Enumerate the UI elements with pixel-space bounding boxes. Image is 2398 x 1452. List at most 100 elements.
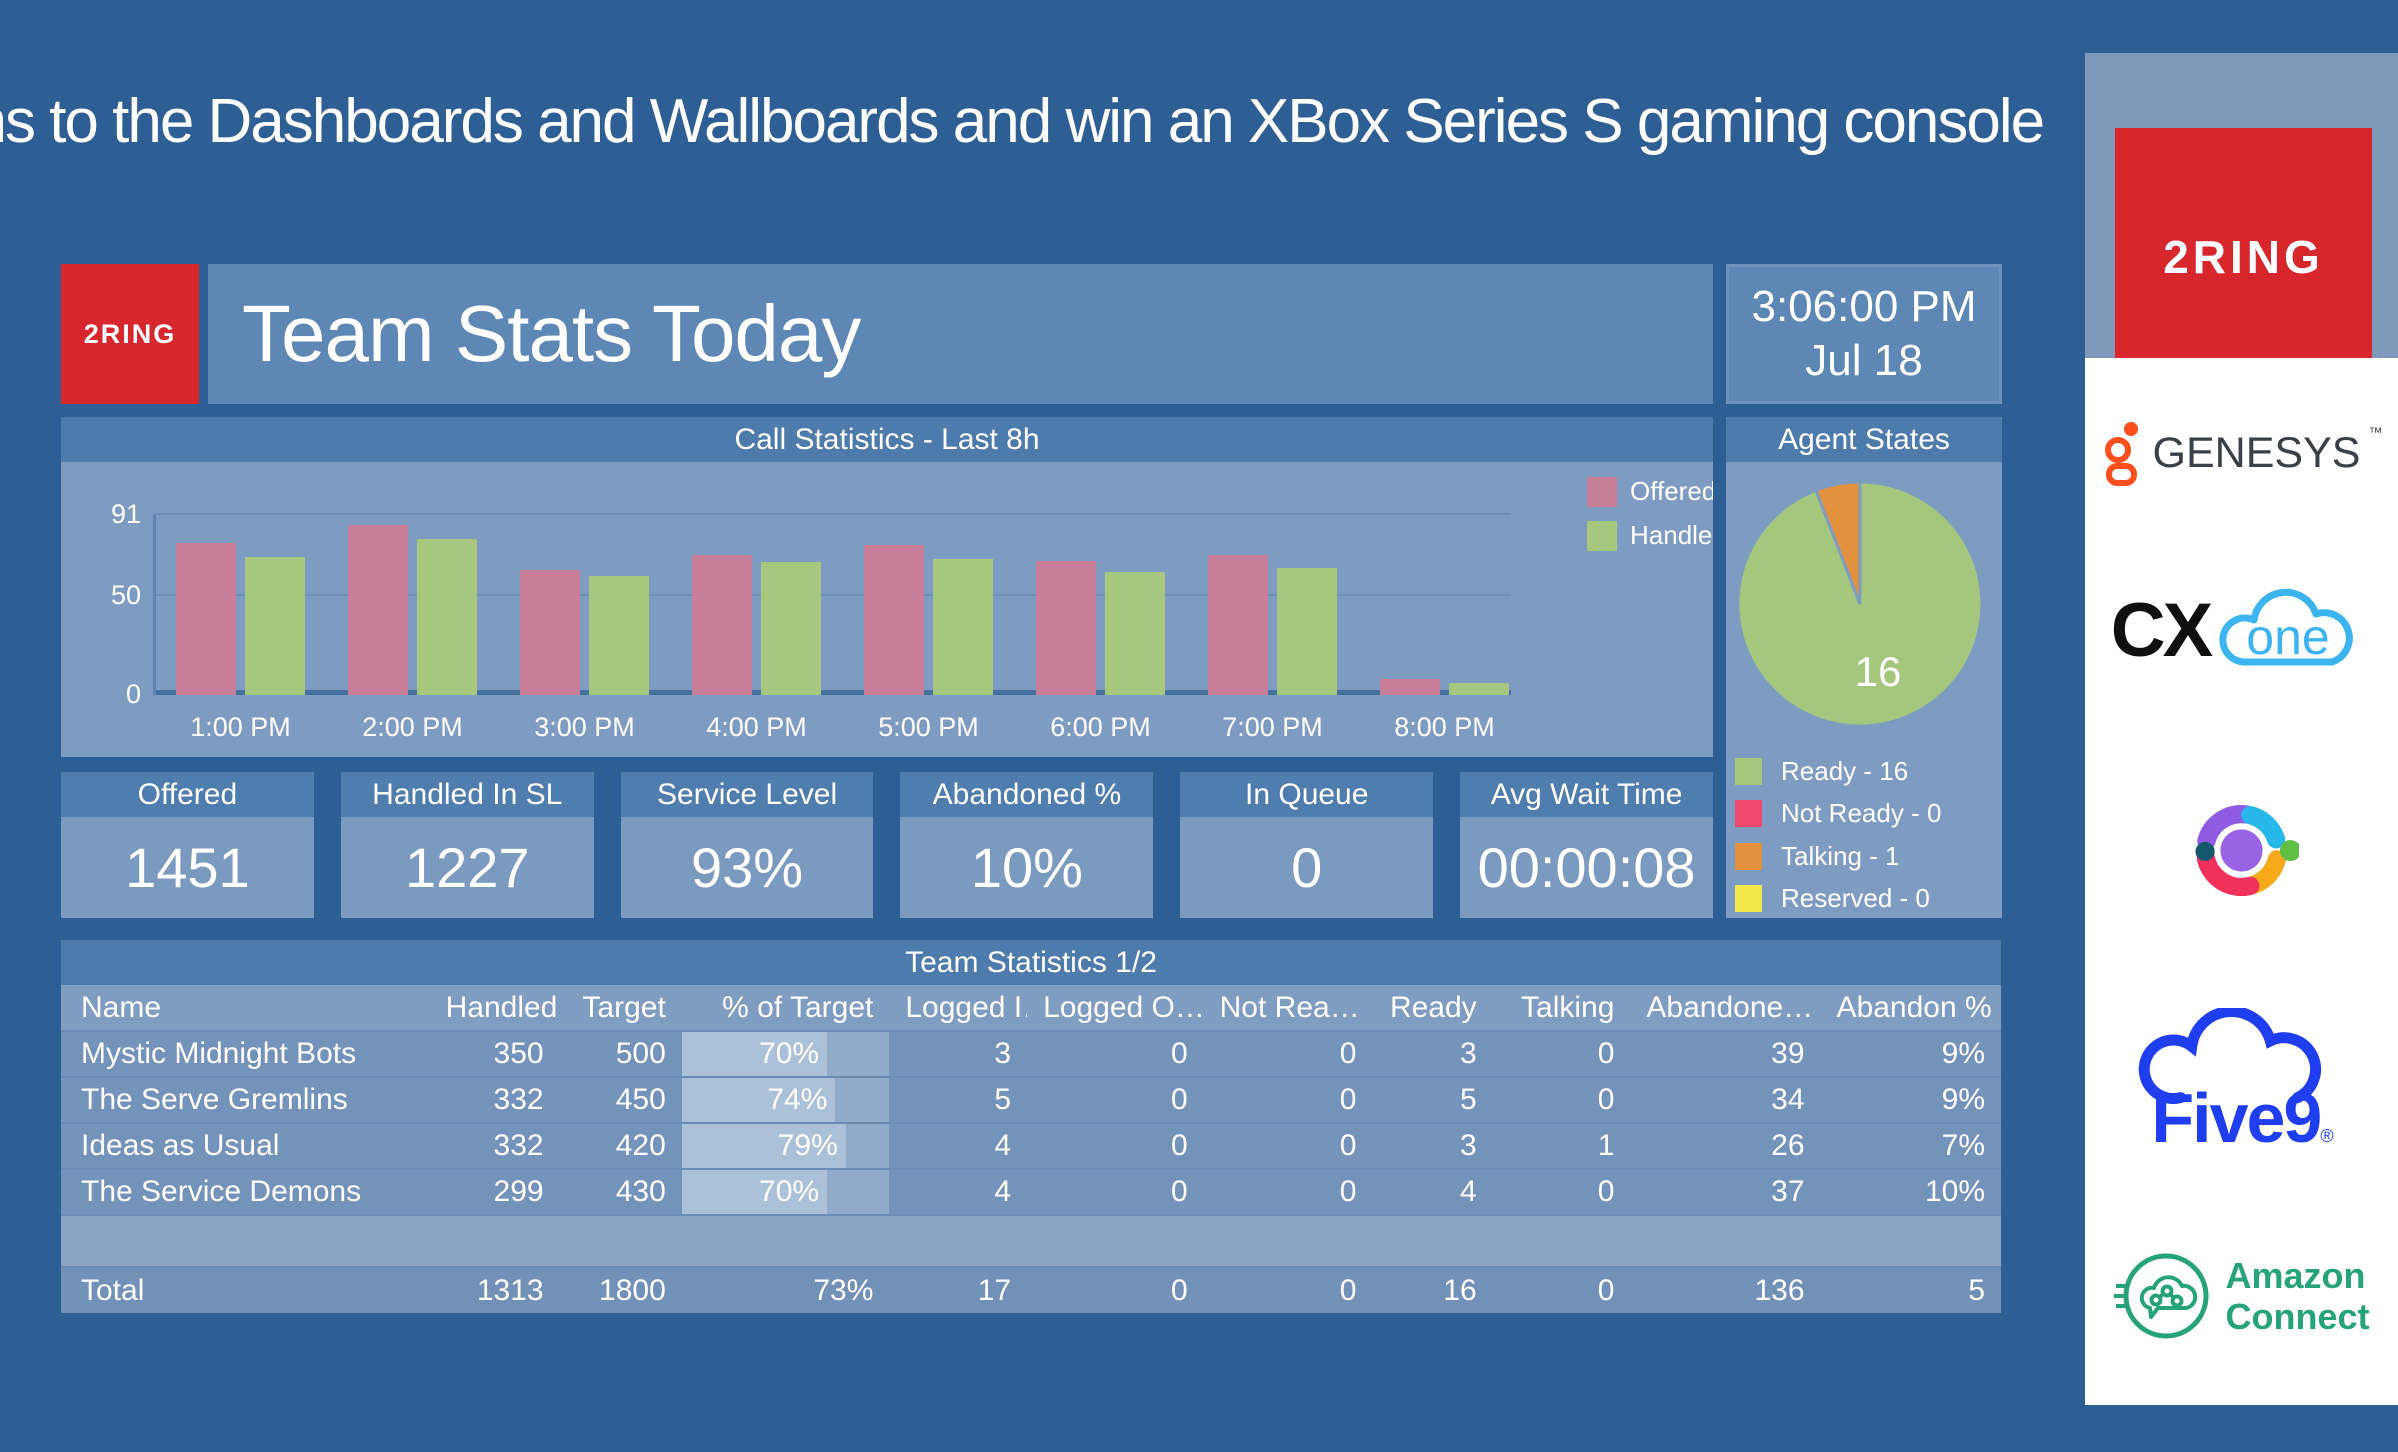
team-statistics-title: Team Statistics 1/2 xyxy=(61,940,2001,985)
2ring-logo-text: 2RING xyxy=(2163,230,2324,283)
value-cell: 420 xyxy=(559,1122,682,1169)
value-cell: 34 xyxy=(1630,1076,1821,1123)
y-axis-line xyxy=(153,515,156,695)
kpi-label: Offered xyxy=(61,772,314,817)
value-cell: 0 xyxy=(1203,1168,1373,1215)
bar-handled xyxy=(417,538,477,695)
partner-logos-panel: GENESYS ™ CX one xyxy=(2085,358,2398,1405)
page-title: Team Stats Today xyxy=(242,289,861,378)
kpi-tile-offered: Offered 1451 xyxy=(61,772,314,918)
marquee-banner-text: ons to the Dashboards and Wallboards and… xyxy=(0,87,2045,156)
cxone-cloud-icon: one xyxy=(2212,580,2372,680)
value-cell: 3 xyxy=(1372,1030,1493,1077)
column-header: Not Rea… xyxy=(1203,985,1373,1031)
value-cell: 450 xyxy=(559,1076,682,1123)
team-name-cell: Ideas as Usual xyxy=(61,1122,430,1169)
legend-label: Handled xyxy=(1630,520,1713,550)
value-cell: 332 xyxy=(429,1076,560,1123)
total-cell: 1313 xyxy=(429,1266,560,1313)
genesys-logo: GENESYS ™ xyxy=(2085,418,2398,488)
value-cell: 10% xyxy=(1820,1168,2001,1215)
value-cell: 430 xyxy=(559,1168,682,1215)
agent-states-panel: Agent States 16 Ready - 16 Not Ready - 0 T… xyxy=(1726,417,2002,918)
value-cell: 26 xyxy=(1630,1122,1821,1169)
value-cell: 0 xyxy=(1027,1030,1204,1077)
bar-offered xyxy=(864,544,924,695)
y-tick-label: 91 xyxy=(110,499,141,529)
gridline xyxy=(153,513,1511,515)
value-cell: 332 xyxy=(429,1122,560,1169)
agent-states-pie-chart xyxy=(1736,480,1984,728)
total-cell: 5 xyxy=(1820,1266,2001,1313)
column-header: % of Target xyxy=(681,985,890,1031)
cxone-one-text: one xyxy=(2247,609,2330,665)
bar-offered xyxy=(348,524,408,695)
column-header: Name xyxy=(61,985,430,1031)
call-stats-body: 0 50 91 1:00 PM 2:00 PM 3:00 PM 4:00 PM 5:00 PM… xyxy=(61,462,1713,757)
pie-slice-talking xyxy=(1813,480,1862,605)
team-statistics-panel: Team Statistics 1/2 Name Handled Target% o… xyxy=(61,940,2001,1313)
table-row: Ideas as Usual 332 420 79% 4 0 0 3 1 26 7% xyxy=(61,1122,2001,1169)
call-statistics-panel: Call Statistics - Last 8h 0 50 91 1:00 PM 2:… xyxy=(61,417,1713,757)
total-cell: 73% xyxy=(681,1266,890,1313)
pie-center-label: 16 xyxy=(1854,648,1902,695)
value-cell: 0 xyxy=(1027,1122,1204,1169)
cxone-logo: CX one xyxy=(2085,580,2398,680)
legend-label: Reserved - 0 xyxy=(1781,883,1930,913)
column-header: Abandon % xyxy=(1820,985,2001,1031)
column-header: Talking xyxy=(1492,985,1631,1031)
clock-widget: 3:06:00 PM Jul 18 xyxy=(1726,264,2002,404)
legend-swatch xyxy=(1735,885,1762,912)
header-2ring-logo-text: 2RING xyxy=(83,318,177,349)
total-cell: 0 xyxy=(1203,1266,1373,1313)
five9-cloud-icon xyxy=(2138,1008,2321,1104)
table-row: The Serve Gremlins 332 450 74% 5 0 0 5 0 34 9% xyxy=(61,1076,2001,1123)
kpi-value: 10% xyxy=(900,817,1154,918)
team-name-cell: Mystic Midnight Bots xyxy=(61,1030,430,1077)
gridline xyxy=(153,594,1511,597)
column-header: Ready xyxy=(1372,985,1493,1031)
table-row: Mystic Midnight Bots 350 500 70% 3 0 0 3 0 39 9% xyxy=(61,1030,2001,1077)
kpi-label: In Queue xyxy=(1180,772,1434,817)
bar-handled xyxy=(589,576,649,695)
kpi-label: Abandoned % xyxy=(900,772,1154,817)
team-name-cell: The Serve Gremlins xyxy=(61,1076,430,1123)
pct-of-target-bar: 70% xyxy=(681,1171,828,1214)
agent-legend-not-ready: Not Ready - 0 xyxy=(1735,798,1941,828)
x-axis-line xyxy=(153,690,1511,695)
table-total-row: Total 1313 1800 73% 17 0 0 16 0 136 5 xyxy=(61,1266,2001,1313)
legend-swatch xyxy=(1587,476,1617,507)
value-cell: 0 xyxy=(1027,1168,1204,1215)
legend-swatch xyxy=(1735,800,1762,827)
amazon-connect-icon xyxy=(2113,1253,2208,1339)
agent-states-title: Agent States xyxy=(1726,417,2002,462)
bar-handled xyxy=(761,562,821,695)
x-tick-label: 6:00 PM xyxy=(1050,712,1151,742)
sidebar-top-block: 2RING xyxy=(2085,53,2398,385)
amazon-connect-logo: Amazon Connect xyxy=(2085,1246,2398,1346)
five9-logo: Five9® xyxy=(2085,1008,2398,1158)
value-cell: 4 xyxy=(889,1168,1028,1215)
value-cell: 350 xyxy=(429,1030,560,1077)
bar-offered xyxy=(1208,554,1268,695)
x-tick-label: 4:00 PM xyxy=(706,712,807,742)
value-cell: 500 xyxy=(559,1030,682,1077)
kpi-label: Handled In SL xyxy=(340,772,594,817)
kpi-value: 1451 xyxy=(61,817,314,918)
legend-swatch xyxy=(1735,842,1762,870)
bar-offered xyxy=(1036,560,1096,695)
value-cell: 39 xyxy=(1630,1030,1821,1077)
table-body: Mystic Midnight Bots 350 500 70% 3 0 0 3 0 39 9% Th… xyxy=(61,1030,2001,1313)
value-cell: 299 xyxy=(429,1168,560,1215)
kpi-tile-handled-in-sl: Handled In SL 1227 xyxy=(340,772,594,918)
value-cell: 3 xyxy=(889,1030,1028,1077)
bar-handled xyxy=(1105,572,1165,695)
value-cell: 4 xyxy=(889,1122,1028,1169)
kpi-value: 1227 xyxy=(340,817,594,918)
column-header: Abandone… xyxy=(1630,985,1821,1031)
kpi-tile-in-queue: In Queue 0 xyxy=(1180,772,1434,918)
legend-item-handled: Handled xyxy=(1587,520,1713,551)
